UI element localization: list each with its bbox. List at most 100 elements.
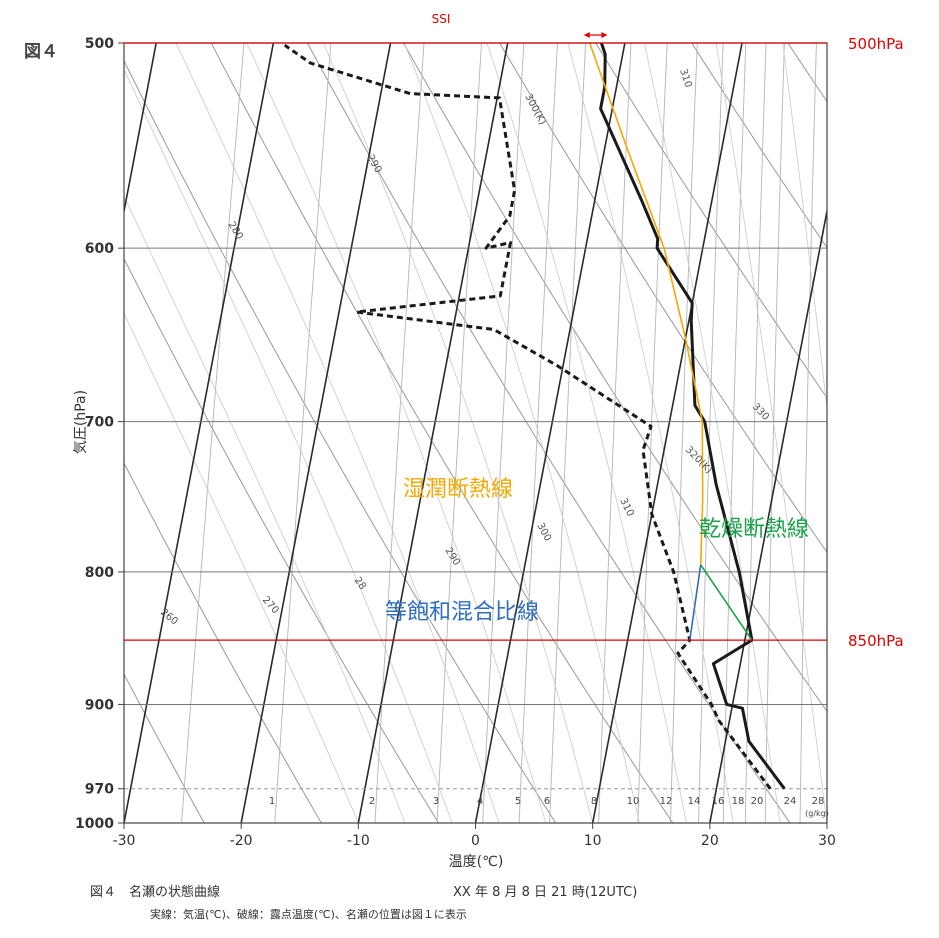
isotherm-line xyxy=(0,43,39,823)
dry-adiabat-label-lower: 330 xyxy=(750,401,771,422)
mixing-ratio-line xyxy=(799,43,817,823)
dry-adiabat-line xyxy=(124,461,322,823)
y-tick-label: 700 xyxy=(85,415,114,431)
x-tick-label: -30 xyxy=(113,833,136,849)
moist-adiabat-line xyxy=(715,43,827,823)
series-line-2 xyxy=(588,42,704,565)
mixing-ratio-line xyxy=(637,43,668,823)
dry-adiabat-label-lower: 290 xyxy=(442,546,461,568)
dry-adiabat-line xyxy=(306,43,791,823)
mixing-ratio-label: 10 xyxy=(627,796,640,807)
dry-adiabat-annotation: 乾燥断熱線 xyxy=(699,517,809,542)
mixing-ratio-line xyxy=(856,43,868,823)
x-tick-label: 10 xyxy=(584,833,602,849)
moist-adiabat-line xyxy=(845,43,921,823)
series-line-1 xyxy=(283,43,772,790)
isotherm-line xyxy=(709,206,827,823)
mixing-ratio-unit-label: (g/kg) xyxy=(805,809,829,818)
dry-adiabat-line xyxy=(210,43,674,823)
x-axis-label: 温度(℃) xyxy=(449,854,504,870)
y-tick-label: 500 xyxy=(85,36,114,52)
ssi-arrow-left xyxy=(583,32,590,38)
reference-label-500hPa: 500hPa xyxy=(848,35,904,53)
figure-label: 図４ xyxy=(24,42,58,62)
mixing-ratio-label: 24 xyxy=(784,796,797,807)
moist-adiabat-line xyxy=(403,43,640,823)
moist-adiabat-line xyxy=(323,43,594,823)
y-axis-label: 気圧(hPa) xyxy=(73,390,89,454)
ssi-arrow-right xyxy=(601,32,608,38)
mixing-ratio-line xyxy=(181,43,245,823)
mixing-ratio-label: 2 xyxy=(369,796,375,807)
moist-adiabat-line xyxy=(124,68,453,823)
dry-adiabat-line xyxy=(787,43,827,103)
mixing-ratio-label: 16 xyxy=(712,796,725,807)
dry-adiabat-line xyxy=(124,257,440,823)
caption-title: 図４ 名瀬の状態曲線 xyxy=(90,884,220,900)
dry-adiabat-line xyxy=(124,673,205,823)
isotherm-line xyxy=(124,43,157,216)
mixing-ratio-line xyxy=(722,43,747,823)
x-tick-label: 0 xyxy=(471,833,480,849)
moist-adiabat-annotation: 湿潤断熱線 xyxy=(403,477,513,502)
moist-adiabat-line xyxy=(567,43,734,823)
mixing-ratio-line xyxy=(549,43,587,823)
dry-adiabat-line xyxy=(884,43,939,823)
mixing-ratio-line xyxy=(744,43,767,823)
data-group xyxy=(283,42,786,790)
ssi-label: SSI xyxy=(432,12,451,26)
mixing-ratio-label: 6 xyxy=(544,796,550,807)
y-tick-label: 1000 xyxy=(75,816,114,832)
mixing-ratio-line xyxy=(598,43,632,823)
isotherm-line xyxy=(357,43,509,823)
mixing-ratio-line xyxy=(436,43,482,823)
mixing-ratio-line xyxy=(698,43,724,823)
mixing-ratio-label: 20 xyxy=(751,796,764,807)
isotherm-line xyxy=(240,43,392,823)
dry-adiabat-label-lower: 270 xyxy=(260,595,281,617)
caption-note: 実線：気温(℃)、破線：露点温度(℃)、名瀬の位置は図１に表示 xyxy=(150,907,467,921)
mixing-ratio-annotation: 等飽和混合比線 xyxy=(385,600,539,625)
mixing-ratio-line xyxy=(670,43,698,823)
mixing-ratio-line xyxy=(518,43,558,823)
isotherm-line xyxy=(826,818,827,823)
mixing-ratio-line xyxy=(482,43,525,823)
isotherm-line xyxy=(124,43,275,823)
mixing-ratio-label: 3 xyxy=(433,796,439,807)
dry-adiabat-line xyxy=(403,43,827,713)
y-tick-label: 970 xyxy=(85,782,114,798)
dry-adiabat-label-upper: 310 xyxy=(677,68,693,90)
mixing-ratio-line xyxy=(374,43,425,823)
series-line-3 xyxy=(700,564,753,641)
series-line-0 xyxy=(599,42,786,790)
grid-group xyxy=(0,43,939,823)
y-tick-label: 900 xyxy=(85,697,114,713)
x-tick-label: -10 xyxy=(347,833,370,849)
mixing-ratio-line xyxy=(830,43,844,823)
x-tick-label: -20 xyxy=(230,833,253,849)
plot-frame xyxy=(123,42,828,824)
moist-adiabat-line xyxy=(486,43,687,823)
dry-adiabat-label-lower: 28 xyxy=(352,575,368,592)
mixing-ratio-label: 18 xyxy=(732,796,745,807)
reference-lines-group: 500hPa 850hPa xyxy=(124,35,904,650)
dry-adiabat-line xyxy=(499,43,827,554)
x-tick-label: 30 xyxy=(818,833,836,849)
caption-datetime: XX 年 8 月 8 日 21 時(12UTC) xyxy=(453,885,637,900)
mixing-ratio-label: 4 xyxy=(477,796,483,807)
moist-adiabat-line xyxy=(175,43,500,823)
y-tick-label: 600 xyxy=(85,241,114,257)
moist-adiabat-line xyxy=(782,43,827,412)
mixing-ratio-label: 5 xyxy=(515,796,521,807)
moist-adiabat-line xyxy=(644,43,781,823)
isotherm-line xyxy=(591,43,743,823)
x-tick-label: 20 xyxy=(701,833,719,849)
dry-adiabat-label-lower: 300 xyxy=(534,521,553,543)
mixing-ratio-label: 14 xyxy=(688,796,701,807)
dry-adiabat-line xyxy=(691,43,827,249)
dry-adiabat-line xyxy=(595,43,827,399)
mixing-ratio-label: 28 xyxy=(812,796,825,807)
dry-adiabat-label-upper: 300(K) xyxy=(522,92,547,127)
moist-adiabat-line xyxy=(124,312,359,823)
